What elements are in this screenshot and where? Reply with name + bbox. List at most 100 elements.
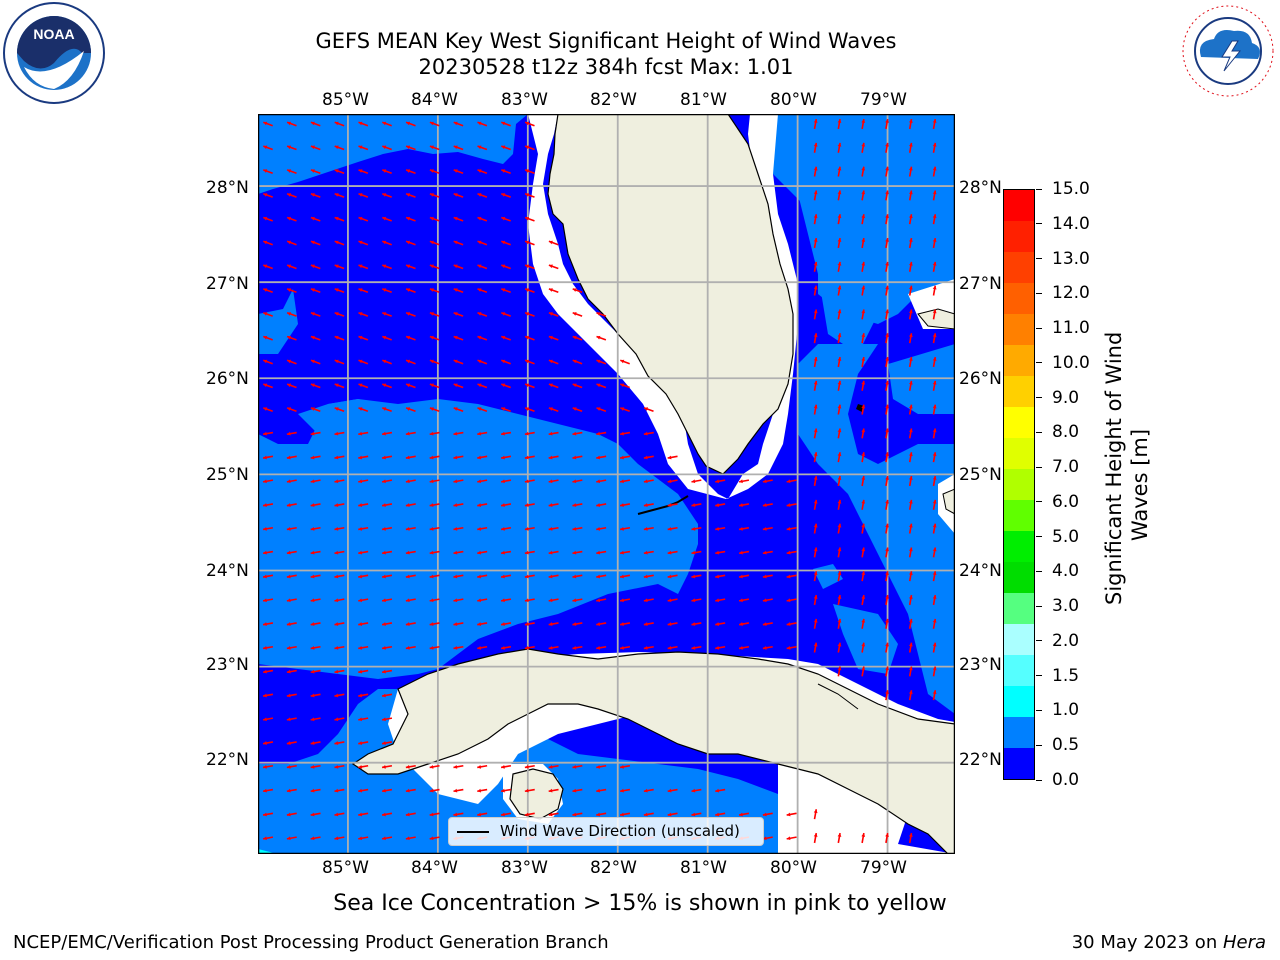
wind-wave-arrowhead <box>548 574 553 579</box>
wind-wave-arrowhead <box>382 335 387 340</box>
wind-wave-arrowhead <box>885 404 889 409</box>
wind-wave-arrowhead <box>620 431 624 436</box>
wind-wave-arrowhead <box>382 455 386 460</box>
wind-wave-arrowhead <box>861 166 866 171</box>
wind-wave-arrowhead <box>358 312 363 316</box>
wind-wave-arrowhead <box>548 359 553 364</box>
wind-wave-arrowhead <box>334 836 339 841</box>
wind-wave-arrowhead <box>932 142 937 147</box>
wind-wave-arrowhead <box>453 574 458 579</box>
wind-wave-arrowhead <box>837 476 842 480</box>
wind-wave-arrowhead <box>477 574 482 579</box>
wind-wave-arrowhead <box>908 190 913 195</box>
wind-wave-arrowhead <box>501 169 506 173</box>
wind-wave-arrowhead <box>885 618 889 623</box>
colorbar-tick-label: 6.0 <box>1052 491 1080 512</box>
wind-wave-arrowhead <box>287 216 292 221</box>
wind-wave-arrowhead <box>691 479 696 484</box>
wind-wave-arrowhead <box>310 764 315 769</box>
wind-wave-arrowhead <box>861 142 866 147</box>
wind-wave-arrowhead <box>572 288 577 292</box>
wind-wave-arrowhead <box>477 312 482 316</box>
wind-wave-arrowhead <box>837 190 842 195</box>
wind-wave-arrowhead <box>524 622 529 626</box>
wind-wave-arrowhead <box>525 193 530 197</box>
wind-wave-arrowhead <box>548 622 553 626</box>
wind-wave-arrowhead <box>310 121 315 126</box>
wind-wave-arrowhead <box>572 479 577 484</box>
wind-wave-arrowhead <box>263 359 268 364</box>
lat-label-left-25n: 25°N <box>206 465 249 485</box>
wind-wave-arrowhead <box>429 407 434 411</box>
wind-wave-arrowhead <box>620 526 624 531</box>
wind-wave-arrowhead <box>477 503 482 507</box>
wind-wave-arrowhead <box>813 452 818 457</box>
wind-wave-arrowhead <box>501 288 506 292</box>
wind-wave-arrowhead <box>620 574 624 579</box>
wind-wave-arrowhead <box>334 645 339 650</box>
wind-wave-arrowhead <box>429 169 434 173</box>
wind-wave-arrowhead <box>837 309 842 314</box>
colorbar-segment <box>1004 686 1034 717</box>
wind-wave-arrowhead <box>813 142 818 147</box>
wind-wave-arrowhead <box>287 264 292 269</box>
wind-wave-arrowhead <box>762 598 767 603</box>
wind-wave-arrowhead <box>358 812 363 817</box>
colorbar-segment <box>1004 314 1034 345</box>
wind-wave-arrowhead <box>548 550 553 555</box>
wind-wave-arrowhead <box>885 428 889 433</box>
wind-wave-arrowhead <box>358 121 363 126</box>
wind-wave-arrowhead <box>596 383 601 388</box>
colorbar-segment <box>1004 531 1034 562</box>
wind-wave-arrowhead <box>837 428 842 433</box>
wind-wave-arrowhead <box>310 622 315 626</box>
wind-wave-arrowhead <box>429 145 434 150</box>
wind-wave-arrowhead <box>334 550 339 555</box>
wind-wave-arrowhead <box>596 598 601 603</box>
wind-wave-arrowhead <box>813 523 818 528</box>
wind-wave-arrowhead <box>358 503 363 507</box>
wind-wave-arrowhead <box>739 622 743 626</box>
wind-wave-arrowhead <box>382 193 387 197</box>
wind-wave-arrowhead <box>715 622 720 626</box>
wind-wave-arrowhead <box>908 119 913 123</box>
colorbar-tick-mark <box>1036 570 1042 572</box>
wind-wave-arrowhead <box>932 166 937 171</box>
wind-wave-arrowhead <box>644 407 649 411</box>
wind-wave-arrowhead <box>932 666 937 671</box>
wind-wave-arrowhead <box>406 359 411 364</box>
wind-wave-arrowhead <box>429 788 434 793</box>
wind-wave-arrowhead <box>310 264 315 269</box>
wind-wave-arrowhead <box>620 764 624 769</box>
wind-wave-arrowhead <box>739 550 743 555</box>
wind-wave-arrowhead <box>382 145 387 150</box>
wind-wave-arrowhead <box>524 550 529 555</box>
wind-wave-arrowhead <box>358 455 363 460</box>
wind-wave-arrowhead <box>358 264 363 269</box>
wind-wave-arrowhead <box>310 669 315 674</box>
colorbar-segment <box>1004 407 1034 438</box>
wind-wave-arrowhead <box>334 479 339 484</box>
wind-wave-arrowhead <box>908 476 913 480</box>
map-legend: Wind Wave Direction (unscaled) <box>448 817 764 846</box>
wind-wave-arrowhead <box>358 836 363 841</box>
wind-wave-arrowhead <box>885 214 889 219</box>
wind-wave-arrowhead <box>524 526 529 531</box>
wind-wave-arrowhead <box>310 193 315 197</box>
wind-wave-arrowhead <box>524 645 529 650</box>
wind-wave-arrowhead <box>310 788 315 793</box>
wind-wave-arrowhead <box>382 788 386 793</box>
wind-wave-arrowhead <box>908 404 913 409</box>
wind-wave-arrowhead <box>334 216 339 221</box>
wind-wave-arrowhead <box>837 452 842 457</box>
wind-wave-arrowhead <box>813 499 818 504</box>
colorbar-label-line1: Significant Height of Wind <box>1102 331 1126 605</box>
lat-label-left-27n: 27°N <box>206 274 249 294</box>
wind-wave-arrowhead <box>572 764 577 769</box>
wind-wave-arrowhead <box>524 431 529 436</box>
wind-wave-arrowhead <box>501 312 506 316</box>
wind-wave-arrowhead <box>643 598 648 603</box>
wind-wave-arrowhead <box>667 788 672 793</box>
wind-wave-arrowhead <box>453 431 458 436</box>
wind-wave-arrowhead <box>501 193 506 197</box>
